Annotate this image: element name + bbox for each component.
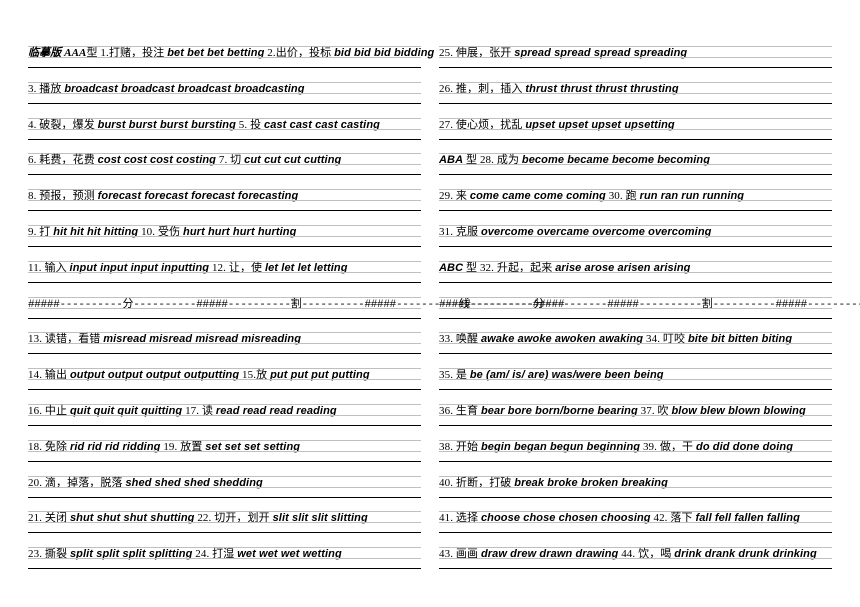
ruled-line: 18. 免除 rid rid rid ridding 19. 放置 set se… [28,429,421,465]
ruled-line: 23. 撕裂 split split split splitting 24. 打… [28,536,421,572]
ruled-line: ABA 型 28. 成为 become became become becomi… [439,142,832,178]
ruled-line: 11. 输入 input input input inputting 12. 让… [28,250,421,286]
ruled-line: 35. 是 be (am/ is/ are) was/were been bei… [439,357,832,393]
line-text: 9. 打 hit hit hit hitting 10. 受伤 hurt hur… [28,227,296,238]
left-column: 临摹版 AAA型 1.打赌，投注 bet bet bet betting 2.出… [28,35,421,572]
line-text: 11. 输入 input input input inputting 12. 让… [28,263,348,274]
line-text: 40. 折断，打破 break broke broken breaking [439,478,668,489]
line-text: 33. 唤醒 awake awoke awoken awaking 34. 叮咬… [439,334,792,345]
line-text: 35. 是 be (am/ is/ are) was/were been bei… [439,370,664,381]
line-text: 16. 中止 quit quit quit quitting 17. 读 rea… [28,406,337,417]
line-text: 38. 开始 begin began begun beginning 39. 做… [439,442,793,453]
line-text: 3. 播放 broadcast broadcast broadcast broa… [28,84,305,95]
line-text: 43. 画画 draw drew drawn drawing 44. 饮，喝 d… [439,549,817,560]
line-text: #####----------分----------#####---------… [439,299,860,311]
ruled-line: 38. 开始 begin began begun beginning 39. 做… [439,429,832,465]
ruled-line: 6. 耗费，花费 cost cost cost costing 7. 切 cut… [28,142,421,178]
ruled-line: 41. 选择 choose chose chosen choosing 42. … [439,500,832,536]
ruled-line: 14. 输出 output output output outputting 1… [28,357,421,393]
line-text: ABC 型 32. 升起，起来 arise arose arisen arisi… [439,263,691,274]
ruled-line: 33. 唤醒 awake awoke awoken awaking 34. 叮咬… [439,321,832,357]
ruled-line: 29. 来 come came come coming 30. 跑 run ra… [439,178,832,214]
ruled-line: 临摹版 AAA型 1.打赌，投注 bet bet bet betting 2.出… [28,35,421,71]
ruled-line: 21. 关闭 shut shut shut shutting 22. 切开，划开… [28,500,421,536]
ruled-line: 4. 破裂，爆发 burst burst burst bursting 5. 投… [28,107,421,143]
ruled-line: #####----------分----------#####---------… [28,286,421,322]
line-text: 14. 输出 output output output outputting 1… [28,370,370,381]
ruled-line: 20. 滴，掉落，脱落 shed shed shed shedding [28,465,421,501]
ruled-line: 36. 生育 bear bore born/borne bearing 37. … [439,393,832,429]
line-text: ABA 型 28. 成为 become became become becomi… [439,155,710,166]
line-text: 临摹版 AAA型 1.打赌，投注 bet bet bet betting 2.出… [28,48,434,59]
line-text: 25. 伸展，张开 spread spread spread spreading [439,48,687,59]
ruled-line: 9. 打 hit hit hit hitting 10. 受伤 hurt hur… [28,214,421,250]
line-text: 21. 关闭 shut shut shut shutting 22. 切开，划开… [28,513,368,524]
line-text: 4. 破裂，爆发 burst burst burst bursting 5. 投… [28,120,380,131]
ruled-line: 3. 播放 broadcast broadcast broadcast broa… [28,71,421,107]
ruled-line: 43. 画画 draw drew drawn drawing 44. 饮，喝 d… [439,536,832,572]
line-text: 8. 预报，预测 forecast forecast forecast fore… [28,191,298,202]
line-text: 18. 免除 rid rid rid ridding 19. 放置 set se… [28,442,300,453]
line-text: 31. 克服 overcome overcame overcome overco… [439,227,711,238]
line-text: 41. 选择 choose chose chosen choosing 42. … [439,513,800,524]
ruled-line: 40. 折断，打破 break broke broken breaking [439,465,832,501]
line-text: 23. 撕裂 split split split splitting 24. 打… [28,549,342,560]
ruled-line: 16. 中止 quit quit quit quitting 17. 读 rea… [28,393,421,429]
ruled-line: 31. 克服 overcome overcame overcome overco… [439,214,832,250]
line-text: 29. 来 come came come coming 30. 跑 run ra… [439,191,744,202]
line-text: 6. 耗费，花费 cost cost cost costing 7. 切 cut… [28,155,341,166]
line-text: 27. 使心烦，扰乱 upset upset upset upsetting [439,120,675,131]
ruled-line: 8. 预报，预测 forecast forecast forecast fore… [28,178,421,214]
line-text: 26. 推，刺，插入 thrust thrust thrust thrustin… [439,84,679,95]
right-column: 25. 伸展，张开 spread spread spread spreading… [439,35,832,572]
ruled-line: ABC 型 32. 升起，起来 arise arose arisen arisi… [439,250,832,286]
line-text: 13. 读错，看错 misread misread misread misrea… [28,334,301,345]
ruled-line: 26. 推，刺，插入 thrust thrust thrust thrustin… [439,71,832,107]
ruled-line: 25. 伸展，张开 spread spread spread spreading [439,35,832,71]
ruled-line: 27. 使心烦，扰乱 upset upset upset upsetting [439,107,832,143]
line-text: 36. 生育 bear bore born/borne bearing 37. … [439,406,806,417]
line-text: 20. 滴，掉落，脱落 shed shed shed shedding [28,478,263,489]
ruled-line: 13. 读错，看错 misread misread misread misrea… [28,321,421,357]
ruled-line: #####----------分----------#####---------… [439,286,832,322]
